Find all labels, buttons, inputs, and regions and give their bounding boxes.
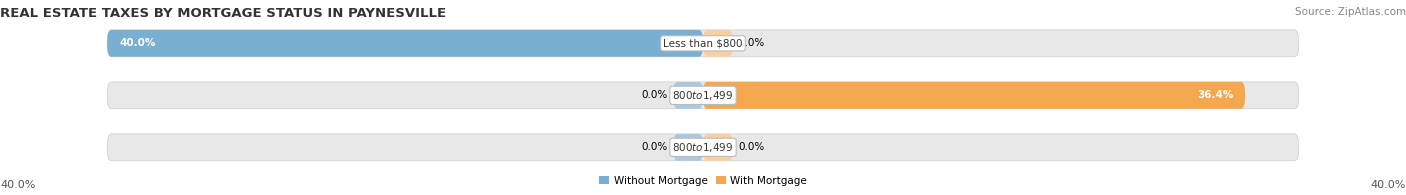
FancyBboxPatch shape	[107, 82, 1299, 109]
Text: 0.0%: 0.0%	[641, 90, 668, 100]
Text: $800 to $1,499: $800 to $1,499	[672, 141, 734, 154]
Text: Less than $800: Less than $800	[664, 38, 742, 48]
Text: 40.0%: 40.0%	[120, 38, 156, 48]
FancyBboxPatch shape	[703, 30, 733, 57]
Text: 0.0%: 0.0%	[738, 38, 765, 48]
Text: 0.0%: 0.0%	[641, 142, 668, 152]
Text: 40.0%: 40.0%	[0, 180, 35, 190]
FancyBboxPatch shape	[107, 30, 1299, 57]
FancyBboxPatch shape	[673, 134, 703, 161]
Text: $800 to $1,499: $800 to $1,499	[672, 89, 734, 102]
FancyBboxPatch shape	[673, 82, 703, 109]
Legend: Without Mortgage, With Mortgage: Without Mortgage, With Mortgage	[595, 171, 811, 190]
FancyBboxPatch shape	[107, 30, 703, 57]
Text: Source: ZipAtlas.com: Source: ZipAtlas.com	[1295, 6, 1406, 17]
FancyBboxPatch shape	[703, 134, 733, 161]
Text: REAL ESTATE TAXES BY MORTGAGE STATUS IN PAYNESVILLE: REAL ESTATE TAXES BY MORTGAGE STATUS IN …	[0, 6, 446, 20]
FancyBboxPatch shape	[703, 82, 1246, 109]
Text: 40.0%: 40.0%	[1371, 180, 1406, 190]
Text: 0.0%: 0.0%	[738, 142, 765, 152]
Text: 36.4%: 36.4%	[1197, 90, 1233, 100]
FancyBboxPatch shape	[107, 134, 1299, 161]
